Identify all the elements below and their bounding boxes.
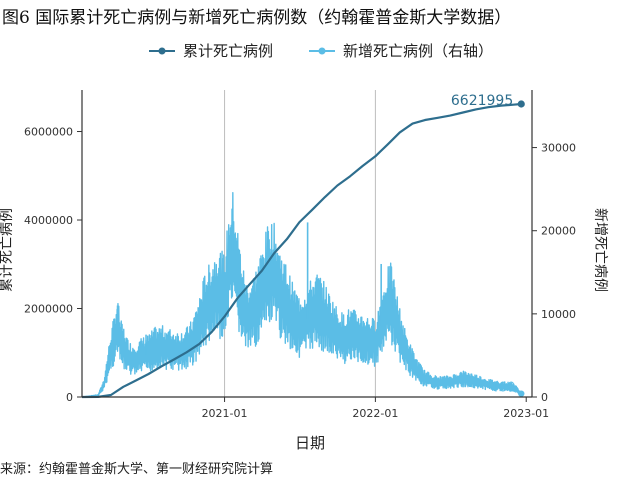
x-tick-label: 2022-01 <box>352 407 398 420</box>
y-tick-label-left: 0 <box>66 391 73 404</box>
legend-swatch-daily <box>309 47 335 54</box>
series-cumulative-endpoint <box>517 100 525 108</box>
series-daily-line <box>81 192 522 398</box>
legend-label-cumulative: 累计死亡病例 <box>182 42 273 60</box>
y-tick-label-right: 20000 <box>541 225 576 238</box>
axes: 2021-01 2022-01 2023-01 0 2000000 4000000 6000… <box>24 90 576 420</box>
legend-item-cumulative: 累计死亡病例 <box>147 40 273 61</box>
y-tick-label-left: 2000000 <box>24 303 73 316</box>
series-daily-end-label: 400 <box>490 381 515 396</box>
x-tick-label: 2021-01 <box>202 407 248 420</box>
y-axis-label-left: 累计死亡病例 <box>0 208 15 292</box>
legend-label-daily: 新增死亡病例（右轴） <box>343 42 494 60</box>
x-axis-label: 日期 <box>295 434 325 452</box>
legend-item-daily: 新增死亡病例（右轴） <box>307 40 493 61</box>
y-tick-label-right: 30000 <box>541 142 576 155</box>
legend: 累计死亡病例 新增死亡病例（右轴） <box>0 40 640 61</box>
y-tick-label-left: 6000000 <box>24 126 73 139</box>
plot-area: 400 6621995 <box>81 93 525 399</box>
series-cumulative-line <box>81 102 522 399</box>
series-cumulative-end-label: 6621995 <box>451 93 513 109</box>
source-note: 来源：约翰霍普金斯大学、第一财经研究院计算 <box>0 462 274 477</box>
legend-swatch-cumulative <box>148 47 175 54</box>
x-tick-label: 2023-01 <box>503 407 549 420</box>
chart-title: 图6 国际累计死亡病例与新增死亡病例数（约翰霍普金斯大学数据） <box>2 8 512 28</box>
y-axis-label-right: 新增死亡病例 <box>592 208 608 292</box>
y-tick-label-right: 0 <box>541 391 548 404</box>
y-tick-label-left: 4000000 <box>24 214 73 227</box>
y-tick-label-right: 10000 <box>541 308 576 321</box>
series-daily-endpoint <box>518 390 525 397</box>
